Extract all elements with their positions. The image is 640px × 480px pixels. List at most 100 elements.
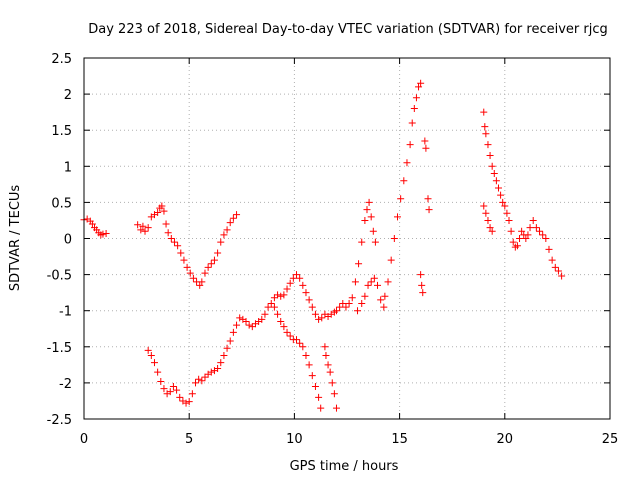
- data-point: [361, 216, 369, 224]
- data-point: [384, 278, 392, 286]
- data-point: [332, 404, 340, 412]
- data-points: [80, 79, 566, 412]
- data-point: [169, 383, 177, 391]
- data-point: [363, 206, 371, 214]
- data-point: [183, 263, 191, 271]
- data-point: [393, 213, 401, 221]
- data-point: [286, 279, 294, 287]
- data-point: [490, 170, 498, 178]
- data-point: [486, 224, 494, 232]
- data-point: [144, 224, 152, 232]
- data-point: [154, 209, 162, 217]
- data-point: [176, 393, 184, 401]
- x-tick-label: 10: [286, 432, 303, 447]
- data-point: [406, 141, 414, 149]
- data-point: [536, 227, 544, 235]
- y-tick-label: -1.5: [47, 341, 72, 356]
- data-point: [336, 303, 344, 311]
- data-point: [418, 281, 426, 289]
- data-point: [274, 310, 282, 318]
- data-point: [137, 226, 145, 234]
- data-point: [358, 299, 366, 307]
- data-point: [189, 274, 197, 282]
- data-point: [354, 307, 362, 315]
- y-tick-label: -1: [59, 305, 72, 320]
- data-point: [545, 245, 553, 253]
- data-point: [551, 263, 559, 271]
- data-point: [186, 269, 194, 277]
- data-point: [377, 296, 385, 304]
- data-point: [484, 141, 492, 149]
- data-point: [558, 272, 566, 280]
- data-point: [267, 299, 275, 307]
- data-point: [280, 291, 288, 299]
- data-point: [342, 303, 350, 311]
- data-point: [305, 361, 313, 369]
- data-point: [147, 351, 155, 359]
- x-tick-label: 15: [391, 432, 408, 447]
- data-point: [361, 292, 369, 300]
- data-point: [299, 281, 307, 289]
- data-point: [305, 296, 313, 304]
- data-point: [258, 315, 266, 323]
- data-point: [201, 373, 209, 381]
- data-point: [358, 238, 366, 246]
- data-point: [345, 299, 353, 307]
- data-point: [207, 260, 215, 268]
- data-point: [425, 206, 433, 214]
- data-point: [242, 318, 250, 326]
- data-point: [173, 386, 181, 394]
- data-point: [192, 379, 200, 387]
- data-point: [164, 229, 172, 237]
- data-point: [317, 404, 325, 412]
- data-point: [270, 303, 278, 311]
- data-point: [198, 278, 206, 286]
- data-point: [390, 235, 398, 242]
- data-point: [482, 130, 490, 138]
- data-point: [229, 328, 237, 336]
- data-point: [330, 390, 338, 398]
- data-point: [308, 372, 316, 380]
- data-point: [198, 377, 206, 385]
- data-point: [371, 238, 379, 246]
- grid: [84, 58, 610, 419]
- data-point: [408, 119, 416, 127]
- data-point: [539, 231, 547, 239]
- data-point: [223, 226, 231, 234]
- data-point: [158, 202, 166, 210]
- data-point: [177, 249, 185, 257]
- data-point: [167, 235, 175, 242]
- data-point: [318, 314, 326, 322]
- data-point: [188, 390, 196, 398]
- data-point: [280, 323, 288, 331]
- data-point: [513, 242, 521, 250]
- data-point: [293, 336, 301, 344]
- data-point: [277, 292, 285, 300]
- data-point: [419, 289, 427, 297]
- data-point: [315, 393, 323, 401]
- data-point: [351, 278, 359, 286]
- data-point: [412, 94, 420, 102]
- data-point: [162, 220, 170, 228]
- data-point: [417, 271, 425, 279]
- y-axis-label: SDTVAR / TECUs: [8, 185, 23, 292]
- data-point: [99, 230, 107, 238]
- data-point: [355, 260, 363, 268]
- data-point: [400, 177, 408, 185]
- data-point: [364, 281, 372, 289]
- data-point: [494, 184, 502, 192]
- data-point: [482, 209, 490, 217]
- data-point: [410, 105, 418, 113]
- data-point: [522, 235, 530, 242]
- data-point: [207, 368, 215, 376]
- data-point: [424, 195, 432, 203]
- data-point: [524, 231, 532, 239]
- data-point: [170, 238, 178, 246]
- data-point: [339, 299, 347, 307]
- data-point: [387, 256, 395, 264]
- data-point: [529, 216, 537, 224]
- data-point: [245, 321, 253, 329]
- data-point: [270, 294, 278, 302]
